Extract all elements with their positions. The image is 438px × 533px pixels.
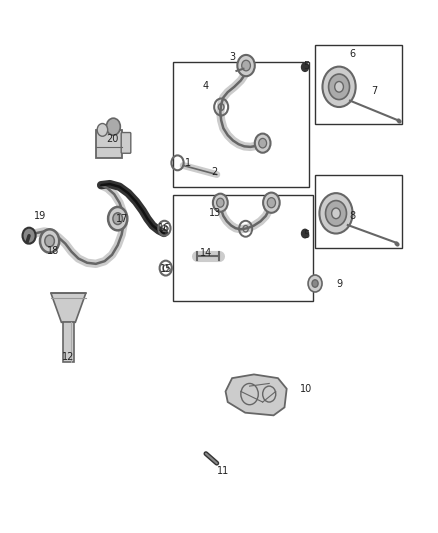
Circle shape — [332, 208, 340, 219]
Circle shape — [259, 139, 267, 148]
Circle shape — [106, 118, 120, 135]
Circle shape — [267, 198, 276, 208]
Bar — [173, 62, 308, 187]
Polygon shape — [51, 293, 86, 322]
Text: 18: 18 — [47, 246, 59, 255]
Polygon shape — [226, 374, 287, 415]
Circle shape — [213, 193, 228, 212]
Text: 16: 16 — [158, 223, 170, 233]
Circle shape — [97, 124, 108, 136]
Text: 8: 8 — [349, 211, 355, 221]
Circle shape — [335, 82, 343, 92]
Text: 1: 1 — [185, 158, 191, 168]
Text: 10: 10 — [300, 384, 312, 394]
Text: 2: 2 — [212, 167, 218, 177]
Bar — [173, 195, 313, 301]
Circle shape — [263, 192, 280, 213]
Circle shape — [217, 198, 224, 207]
Text: 6: 6 — [349, 49, 355, 59]
Text: 4: 4 — [203, 81, 209, 91]
Text: 3: 3 — [229, 52, 235, 61]
Circle shape — [255, 134, 271, 153]
Text: 17: 17 — [116, 214, 128, 224]
Circle shape — [40, 229, 59, 253]
Polygon shape — [63, 322, 74, 362]
Circle shape — [113, 213, 123, 224]
Text: 19: 19 — [34, 211, 46, 221]
Bar — [96, 130, 122, 158]
Circle shape — [22, 228, 35, 244]
Circle shape — [301, 229, 308, 238]
Text: 12: 12 — [62, 352, 74, 362]
Circle shape — [328, 74, 350, 100]
Circle shape — [301, 63, 308, 71]
Text: 11: 11 — [217, 466, 230, 476]
Text: 9: 9 — [336, 279, 342, 288]
Circle shape — [319, 193, 353, 233]
Circle shape — [242, 60, 251, 71]
Text: 20: 20 — [106, 134, 118, 144]
FancyBboxPatch shape — [121, 133, 131, 154]
Text: 5: 5 — [303, 230, 310, 240]
Circle shape — [322, 67, 356, 107]
Text: 7: 7 — [371, 86, 377, 96]
Circle shape — [308, 275, 322, 292]
Bar — [315, 174, 403, 248]
Text: 14: 14 — [200, 248, 212, 258]
Circle shape — [237, 55, 255, 76]
Text: 13: 13 — [208, 208, 221, 219]
Circle shape — [312, 280, 318, 287]
Circle shape — [45, 235, 54, 247]
Circle shape — [325, 200, 346, 226]
Bar — [315, 45, 403, 124]
Text: 5: 5 — [303, 61, 310, 70]
Text: 15: 15 — [159, 264, 172, 274]
Circle shape — [108, 207, 127, 230]
